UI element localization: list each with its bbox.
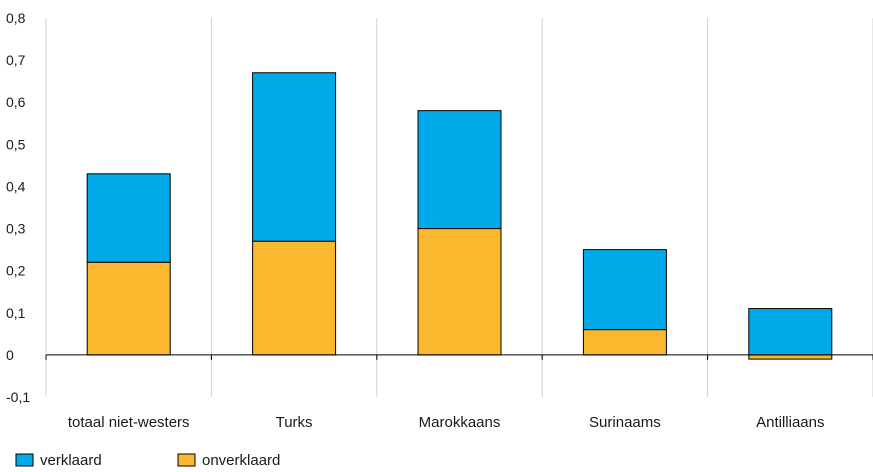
- y-tick-label: 0,4: [6, 178, 26, 194]
- y-tick-label: 0,7: [6, 52, 26, 68]
- bar-segment-verklaard: [86, 173, 171, 263]
- x-category-label: Turks: [276, 414, 313, 431]
- legend-label-verklaard: verklaard: [40, 452, 102, 467]
- y-tick-label: 0: [6, 347, 14, 363]
- bar-segment-verklaard: [252, 72, 337, 242]
- bar-segment-onverklaard: [748, 354, 833, 360]
- axis-layer: -0,1 0 0,1 0,2 0,3 0,4 0,5 0,6 0,7 0,8 totaal niet…: [6, 10, 873, 431]
- x-category-label: Marokkaans: [419, 414, 501, 431]
- bar-segment-onverklaard: [582, 329, 667, 356]
- y-tick-label: 0,3: [6, 221, 26, 237]
- legend-swatch-verklaard: [15, 453, 34, 467]
- grid-layer: [45, 18, 873, 397]
- bars-layer: [86, 72, 833, 360]
- bar-segment-onverklaard: [252, 240, 337, 356]
- y-tick-label: 0,5: [6, 136, 26, 152]
- y-tick-label: -0,1: [6, 389, 30, 405]
- legend: verklaard onverklaard: [15, 452, 280, 469]
- bar-segment-onverklaard: [417, 228, 502, 356]
- bar-segment-verklaard: [582, 249, 667, 331]
- y-tick-label: 0,6: [6, 94, 26, 110]
- x-category-label: totaal niet-westers: [68, 414, 190, 431]
- bar-segment-verklaard: [417, 110, 502, 230]
- y-tick-label: 0,8: [6, 10, 26, 26]
- y-tick-label: 0,1: [6, 305, 26, 321]
- y-tick-label: 0,2: [6, 263, 26, 279]
- bar-segment-verklaard: [748, 308, 833, 356]
- x-category-label: Antilliaans: [756, 414, 824, 431]
- x-category-label: Surinaams: [589, 414, 661, 431]
- legend-label-onverklaard: onverklaard: [202, 452, 280, 467]
- legend-swatch-onverklaard: [177, 453, 196, 467]
- bar-segment-onverklaard: [86, 261, 171, 356]
